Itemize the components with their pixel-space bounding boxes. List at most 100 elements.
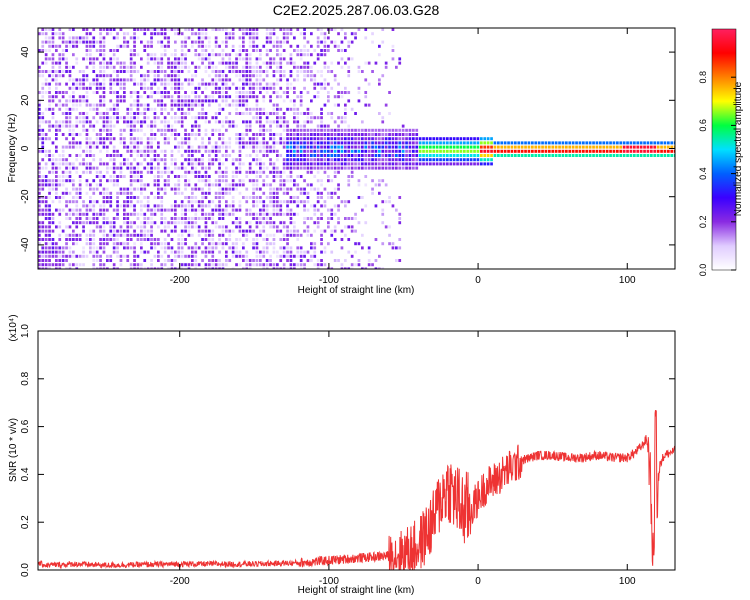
heatmap-cell (92, 263, 96, 267)
heatmap-cell (323, 141, 327, 145)
heatmap-cell (235, 86, 238, 90)
heatmap-cell (323, 133, 327, 136)
heatmap-cell (72, 242, 75, 246)
heatmap-cell (456, 141, 459, 145)
heatmap-cell (432, 162, 436, 166)
heatmap-cell (265, 242, 269, 246)
heatmap-cell (520, 149, 524, 153)
heatmap-cell (153, 82, 157, 86)
heatmap-cell (238, 78, 242, 82)
heatmap-cell (245, 208, 249, 212)
heatmap-cell (218, 95, 221, 99)
heatmap-cell (279, 53, 283, 57)
heatmap-cell (150, 238, 153, 241)
heatmap-cell (337, 170, 340, 174)
heatmap-cell (361, 133, 364, 136)
heatmap-cell (327, 112, 330, 115)
heatmap-cell (350, 254, 354, 258)
heatmap-cell (160, 70, 164, 73)
heatmap-cell (276, 187, 279, 191)
heatmap-cell (75, 61, 79, 65)
heatmap-cell (129, 116, 133, 120)
heatmap-cell (221, 246, 225, 250)
heatmap-cell (191, 82, 194, 86)
heatmap-cell (92, 116, 96, 120)
heatmap-cell (214, 242, 218, 246)
heatmap-cell (242, 246, 245, 250)
heatmap-cell (588, 154, 592, 157)
heatmap-cell (289, 208, 293, 212)
heatmap-cell (99, 133, 102, 136)
heatmap-cell (289, 128, 293, 132)
heatmap-cell (211, 91, 215, 94)
heatmap-cell (218, 225, 221, 229)
heatmap-cell (313, 162, 317, 166)
heatmap-cell (235, 61, 238, 65)
heatmap-cell (109, 166, 113, 170)
heatmap-cell (289, 187, 293, 191)
heatmap-cell (153, 183, 157, 187)
heatmap-cell (65, 204, 68, 208)
heatmap-cell (153, 112, 157, 115)
heatmap-cell (150, 259, 153, 262)
heatmap-cell (378, 137, 381, 141)
heatmap-cell (231, 65, 235, 69)
heatmap-cell (174, 254, 177, 258)
heatmap-cell (384, 145, 388, 149)
heatmap-cell (245, 170, 249, 174)
heatmap-cell (242, 91, 245, 94)
heatmap-cell (109, 133, 113, 136)
heatmap-cell (265, 154, 269, 157)
heatmap-cell (388, 162, 391, 166)
heatmap-cell (238, 95, 242, 99)
heatmap-cell (177, 91, 181, 94)
heatmap-cell (109, 141, 113, 145)
heatmap-cell (231, 204, 235, 208)
heatmap-cell (221, 141, 225, 145)
heatmap-cell (208, 53, 211, 57)
heatmap-cell (242, 99, 245, 103)
heatmap-cell (231, 158, 235, 162)
heatmap-cell (585, 154, 589, 157)
heatmap-cell (347, 162, 351, 166)
heatmap-cell (320, 40, 323, 44)
heatmap-cell (150, 170, 153, 174)
heatmap-cell (112, 78, 116, 82)
heatmap-cell (85, 49, 89, 52)
heatmap-cell (405, 158, 408, 162)
heatmap-cell (272, 170, 276, 174)
heatmap-cell (242, 112, 245, 115)
heatmap-cell (150, 70, 153, 73)
heatmap-cell (95, 187, 99, 191)
heatmap-cell (163, 141, 167, 145)
heatmap-cell (259, 141, 262, 145)
heatmap-cell (238, 99, 242, 103)
heatmap-cell (126, 162, 130, 166)
heatmap-cell (316, 259, 320, 262)
heatmap-cell (384, 158, 388, 162)
heatmap-cell (85, 116, 89, 120)
heatmap-cell (643, 141, 646, 145)
heatmap-cell (129, 95, 133, 99)
heatmap-cell (211, 99, 215, 103)
heatmap-cell (140, 229, 143, 233)
heatmap-cell (225, 170, 228, 174)
heatmap-cell (238, 217, 242, 220)
heatmap-cell (48, 137, 51, 141)
heatmap-cell (75, 145, 79, 149)
heatmap-cell (286, 158, 289, 162)
heatmap-cell (228, 145, 232, 149)
heatmap-cell (177, 61, 181, 65)
heatmap-cell (235, 263, 238, 267)
heatmap-cell (197, 53, 201, 57)
heatmap-cell (48, 128, 51, 132)
heatmap-cell (252, 179, 255, 183)
heatmap-cell (174, 74, 177, 78)
heatmap-cell (255, 120, 259, 124)
colorbar-tick-label: 0.6 (698, 119, 708, 132)
heatmap-cell (163, 124, 167, 128)
heatmap-cell (299, 267, 303, 269)
heatmap-cell (646, 141, 650, 145)
heatmap-cell (303, 133, 306, 136)
heatmap-cell (163, 225, 167, 229)
